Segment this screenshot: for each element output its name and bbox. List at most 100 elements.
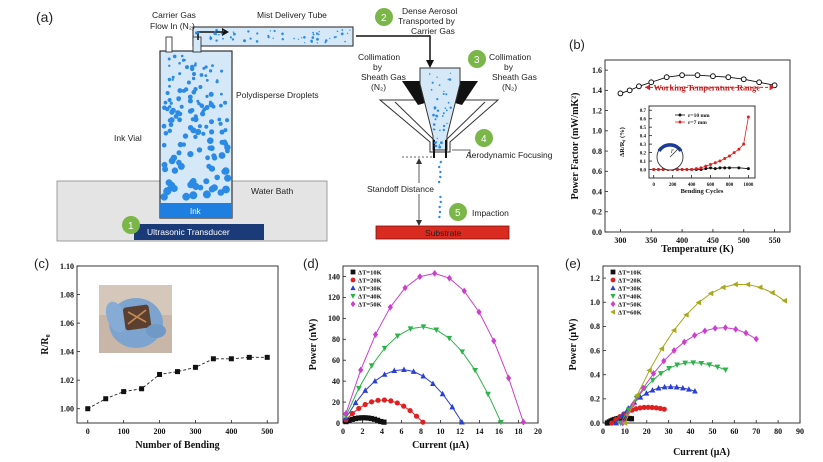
droplet	[303, 36, 306, 39]
legend-marker	[350, 285, 356, 291]
droplet	[217, 189, 225, 196]
y-tick-label: 0.6	[640, 117, 647, 122]
droplet	[173, 114, 179, 119]
legend-label: ΔT=10K	[358, 270, 382, 277]
series-3-marker	[472, 367, 478, 374]
x-tick-label: 10	[621, 427, 629, 436]
x-tick-label: 500	[261, 427, 273, 436]
droplet	[204, 65, 208, 69]
series-0-marker	[362, 415, 368, 421]
series-4-marker	[432, 269, 438, 277]
y-tick-label: 1.6	[592, 66, 602, 75]
inset-point-r7	[727, 154, 731, 158]
legend-marker	[610, 300, 616, 308]
droplet	[436, 137, 438, 140]
series-1-marker	[369, 399, 375, 405]
droplet	[439, 129, 441, 132]
y-tick-label: 0.1	[640, 160, 647, 165]
droplet	[193, 114, 198, 119]
series-3-marker	[355, 385, 362, 392]
substrate	[375, 225, 510, 240]
droplet	[436, 98, 439, 101]
droplet	[199, 103, 205, 108]
droplet	[179, 104, 184, 109]
droplet	[223, 100, 228, 105]
droplet	[167, 118, 173, 123]
droplet	[191, 76, 196, 81]
inset-point-r7	[699, 166, 703, 170]
series-3-marker	[420, 324, 427, 330]
series-2-marker	[655, 384, 662, 391]
series-4-marker	[491, 337, 497, 345]
droplet	[433, 128, 436, 131]
legend-label: ΔT=20K	[358, 278, 382, 285]
series-3-marker	[706, 362, 713, 368]
droplet	[177, 88, 183, 94]
droplet	[197, 31, 200, 34]
series-5-marker	[732, 281, 738, 288]
droplet	[301, 37, 303, 39]
droplet	[193, 134, 198, 139]
x-axis-label: Number of Bending	[135, 440, 219, 451]
droplet	[336, 30, 339, 33]
x-tick-label: 200	[669, 183, 677, 188]
series-5-marker	[769, 289, 775, 296]
series-5-marker	[695, 299, 701, 306]
series-1-marker	[661, 406, 667, 412]
droplet	[189, 191, 198, 200]
droplet	[186, 80, 191, 85]
data-point-rr0	[139, 386, 145, 392]
x-tick-label: 0	[652, 183, 655, 188]
droplet	[281, 38, 284, 41]
series-5-marker	[621, 420, 628, 426]
droplet	[439, 160, 442, 164]
x-tick-label: 450	[707, 236, 719, 245]
panel-c: (c) 0 100 200 300 400 500 1.00 1.02 1.04 1.06 1.08…	[34, 256, 279, 451]
x-tick-label: 50	[708, 427, 716, 436]
dense-aerosol-line3: Carrier Gas	[411, 26, 455, 36]
droplet	[197, 124, 202, 129]
inset-legend-label: r=10 mm	[688, 113, 710, 119]
series-4-marker	[461, 287, 467, 295]
droplet	[182, 133, 189, 139]
x-axis-label: Temperature (K)	[661, 244, 734, 255]
series-3-marker	[674, 362, 680, 368]
droplet	[434, 141, 437, 145]
series-2-marker	[679, 384, 686, 391]
series-1-marker	[413, 413, 420, 419]
droplet	[161, 123, 167, 129]
droplet	[210, 38, 212, 41]
droplet	[256, 32, 259, 35]
series-4-marker	[476, 308, 482, 316]
legend-label: ΔT=40K	[618, 294, 642, 301]
droplet	[341, 29, 344, 31]
data-point-rr0	[175, 369, 180, 375]
inset-legend-label: r=7 mm	[688, 120, 707, 126]
series-5-marker	[634, 392, 640, 398]
y-tick-label: 1.04	[60, 347, 74, 356]
droplet	[209, 119, 214, 125]
droplet	[441, 115, 444, 117]
series-0-marker	[359, 415, 365, 421]
series-0-marker	[349, 416, 355, 422]
series-2-marker	[362, 387, 369, 393]
inset-point-r7	[737, 147, 741, 151]
series-4-marker	[661, 357, 667, 365]
droplet	[232, 31, 235, 33]
droplet	[190, 127, 197, 134]
y-tick-label: 1.00	[60, 405, 74, 414]
standoff-label-bg	[366, 183, 446, 194]
mist-tube-label: Mist Delivery Tube	[257, 10, 327, 20]
droplet	[447, 78, 450, 81]
panel-b: (b) 300 350 400 450 500 550 0.0 0.2 0.4 0.6 0.8 1.0…	[569, 37, 791, 255]
droplet	[190, 177, 197, 184]
droplet	[310, 40, 313, 43]
nozzle	[378, 67, 500, 158]
droplet	[324, 39, 328, 42]
droplet	[211, 153, 217, 159]
step-2-number: 2	[381, 13, 387, 24]
series-4-marker	[702, 327, 708, 335]
droplet	[206, 163, 212, 169]
series-3-marker	[649, 377, 656, 384]
series-3-marker	[714, 364, 721, 371]
